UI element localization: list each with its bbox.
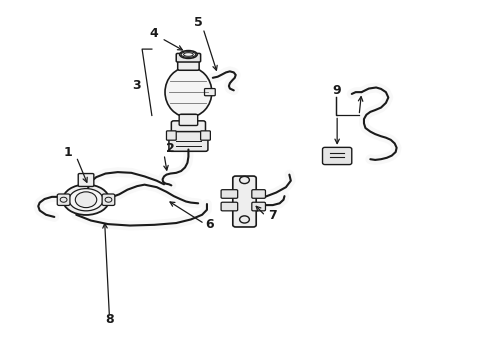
Text: 4: 4	[149, 27, 158, 40]
Text: 1: 1	[63, 145, 72, 159]
Ellipse shape	[164, 67, 211, 117]
Text: 6: 6	[205, 219, 214, 231]
FancyBboxPatch shape	[180, 114, 196, 122]
Text: 9: 9	[331, 84, 340, 97]
FancyBboxPatch shape	[57, 194, 70, 206]
FancyBboxPatch shape	[221, 190, 237, 198]
Ellipse shape	[181, 51, 195, 57]
Ellipse shape	[179, 50, 197, 58]
Text: 7: 7	[267, 210, 276, 222]
Circle shape	[75, 192, 97, 208]
Text: 2: 2	[165, 142, 174, 155]
Text: 8: 8	[105, 314, 114, 327]
FancyBboxPatch shape	[179, 114, 197, 126]
Ellipse shape	[69, 189, 103, 211]
FancyBboxPatch shape	[251, 190, 265, 198]
FancyBboxPatch shape	[166, 131, 176, 140]
FancyBboxPatch shape	[171, 121, 205, 137]
FancyBboxPatch shape	[204, 89, 215, 96]
FancyBboxPatch shape	[168, 132, 207, 151]
Text: 5: 5	[193, 16, 202, 29]
FancyBboxPatch shape	[200, 131, 210, 140]
FancyBboxPatch shape	[102, 194, 115, 206]
FancyBboxPatch shape	[78, 174, 94, 186]
FancyBboxPatch shape	[176, 53, 200, 62]
FancyBboxPatch shape	[232, 176, 256, 227]
FancyBboxPatch shape	[177, 58, 199, 70]
FancyBboxPatch shape	[251, 202, 265, 211]
Ellipse shape	[183, 53, 193, 56]
FancyBboxPatch shape	[221, 202, 237, 211]
FancyBboxPatch shape	[322, 147, 351, 165]
Ellipse shape	[63, 184, 109, 215]
Text: 3: 3	[132, 78, 141, 91]
